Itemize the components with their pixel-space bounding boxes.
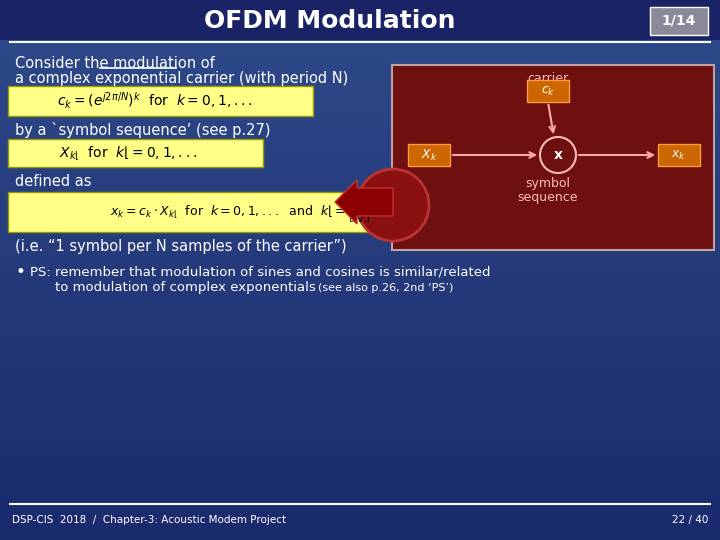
Bar bbox=[0, 54, 720, 63]
Bar bbox=[0, 315, 720, 324]
Text: 22 / 40: 22 / 40 bbox=[672, 515, 708, 525]
Text: defined as: defined as bbox=[15, 174, 91, 190]
Bar bbox=[392, 65, 714, 250]
Text: $X_k$: $X_k$ bbox=[420, 147, 437, 163]
Bar bbox=[0, 270, 720, 279]
Bar bbox=[0, 27, 720, 36]
Bar bbox=[0, 126, 720, 135]
Bar bbox=[0, 531, 720, 540]
Bar bbox=[650, 7, 708, 35]
Bar bbox=[0, 279, 720, 288]
Text: 1/14: 1/14 bbox=[662, 14, 696, 28]
Text: $X_{k\lfloor}$  for  $k\lfloor = 0, 1, ...$: $X_{k\lfloor}$ for $k\lfloor = 0, 1, ...… bbox=[59, 144, 197, 162]
Text: carrier: carrier bbox=[528, 71, 569, 84]
Text: OFDM Modulation: OFDM Modulation bbox=[204, 9, 456, 33]
Bar bbox=[0, 189, 720, 198]
Bar bbox=[0, 72, 720, 81]
Text: (i.e. “1 symbol per N samples of the carrier”): (i.e. “1 symbol per N samples of the car… bbox=[15, 239, 346, 253]
Bar bbox=[0, 90, 720, 99]
Bar bbox=[0, 441, 720, 450]
Bar bbox=[0, 9, 720, 18]
Bar bbox=[0, 117, 720, 126]
Bar bbox=[0, 81, 720, 90]
Bar bbox=[527, 80, 569, 102]
Bar bbox=[0, 360, 720, 369]
Bar bbox=[0, 198, 720, 207]
Text: x: x bbox=[554, 148, 562, 162]
Bar bbox=[0, 351, 720, 360]
Bar bbox=[0, 234, 720, 243]
Bar bbox=[408, 144, 450, 166]
Text: $c_k$: $c_k$ bbox=[541, 84, 555, 98]
Text: Consider the modulation of: Consider the modulation of bbox=[15, 56, 215, 71]
Bar bbox=[0, 378, 720, 387]
Text: DSP-CIS  2018  /  Chapter-3: Acoustic Modem Project: DSP-CIS 2018 / Chapter-3: Acoustic Modem… bbox=[12, 515, 286, 525]
Circle shape bbox=[357, 169, 429, 241]
Bar bbox=[0, 135, 720, 144]
Bar bbox=[0, 180, 720, 189]
Text: symbol: symbol bbox=[526, 178, 570, 191]
Bar bbox=[0, 405, 720, 414]
Bar bbox=[0, 207, 720, 216]
Bar bbox=[0, 486, 720, 495]
Text: $c_k = (e^{j2\pi/N})^k$  for  $k = 0, 1, ...$: $c_k = (e^{j2\pi/N})^k$ for $k = 0, 1, .… bbox=[58, 91, 253, 111]
FancyArrow shape bbox=[335, 180, 393, 224]
Bar bbox=[0, 459, 720, 468]
Bar bbox=[0, 513, 720, 522]
Bar bbox=[0, 324, 720, 333]
Bar bbox=[0, 162, 720, 171]
Bar bbox=[0, 477, 720, 486]
Text: $x_k$: $x_k$ bbox=[672, 148, 687, 161]
Bar bbox=[0, 468, 720, 477]
Bar bbox=[0, 297, 720, 306]
Bar bbox=[0, 414, 720, 423]
Bar bbox=[0, 171, 720, 180]
Bar bbox=[0, 495, 720, 504]
Bar bbox=[0, 36, 720, 45]
Bar bbox=[658, 144, 700, 166]
Text: •: • bbox=[15, 263, 25, 281]
Text: (see also p.26, 2nd ‘PS’): (see also p.26, 2nd ‘PS’) bbox=[318, 283, 454, 293]
Bar bbox=[0, 450, 720, 459]
Text: by a `symbol sequence’ (see p.27): by a `symbol sequence’ (see p.27) bbox=[15, 122, 271, 138]
Bar bbox=[0, 63, 720, 72]
Bar bbox=[0, 369, 720, 378]
Bar bbox=[0, 432, 720, 441]
Bar bbox=[0, 45, 720, 54]
Bar bbox=[0, 423, 720, 432]
Bar bbox=[0, 0, 720, 40]
Bar bbox=[8, 86, 313, 116]
Bar bbox=[0, 108, 720, 117]
Bar bbox=[0, 504, 720, 513]
Bar bbox=[0, 261, 720, 270]
Bar bbox=[0, 153, 720, 162]
Bar bbox=[0, 333, 720, 342]
Bar bbox=[0, 342, 720, 351]
Bar bbox=[0, 99, 720, 108]
Bar bbox=[0, 225, 720, 234]
Bar bbox=[0, 0, 720, 9]
Text: PS: remember that modulation of sines and cosines is similar/related: PS: remember that modulation of sines an… bbox=[30, 266, 490, 279]
Text: $x_k = c_k \cdot X_{k\lfloor}$  for  $k = 0, 1, ...$  and  $k\lfloor = \left\lfl: $x_k = c_k \cdot X_{k\lfloor}$ for $k = … bbox=[110, 199, 370, 226]
Bar bbox=[8, 139, 263, 167]
Text: sequence: sequence bbox=[518, 191, 578, 204]
Bar bbox=[0, 387, 720, 396]
Bar bbox=[0, 144, 720, 153]
Bar bbox=[8, 192, 498, 232]
Bar bbox=[0, 252, 720, 261]
Bar bbox=[0, 243, 720, 252]
Bar bbox=[0, 522, 720, 531]
Bar bbox=[0, 306, 720, 315]
Bar bbox=[0, 396, 720, 405]
Text: to modulation of complex exponentials: to modulation of complex exponentials bbox=[55, 281, 316, 294]
Bar bbox=[0, 216, 720, 225]
Text: a complex exponential carrier (with period N): a complex exponential carrier (with peri… bbox=[15, 71, 348, 85]
Bar bbox=[0, 288, 720, 297]
Bar bbox=[0, 18, 720, 27]
